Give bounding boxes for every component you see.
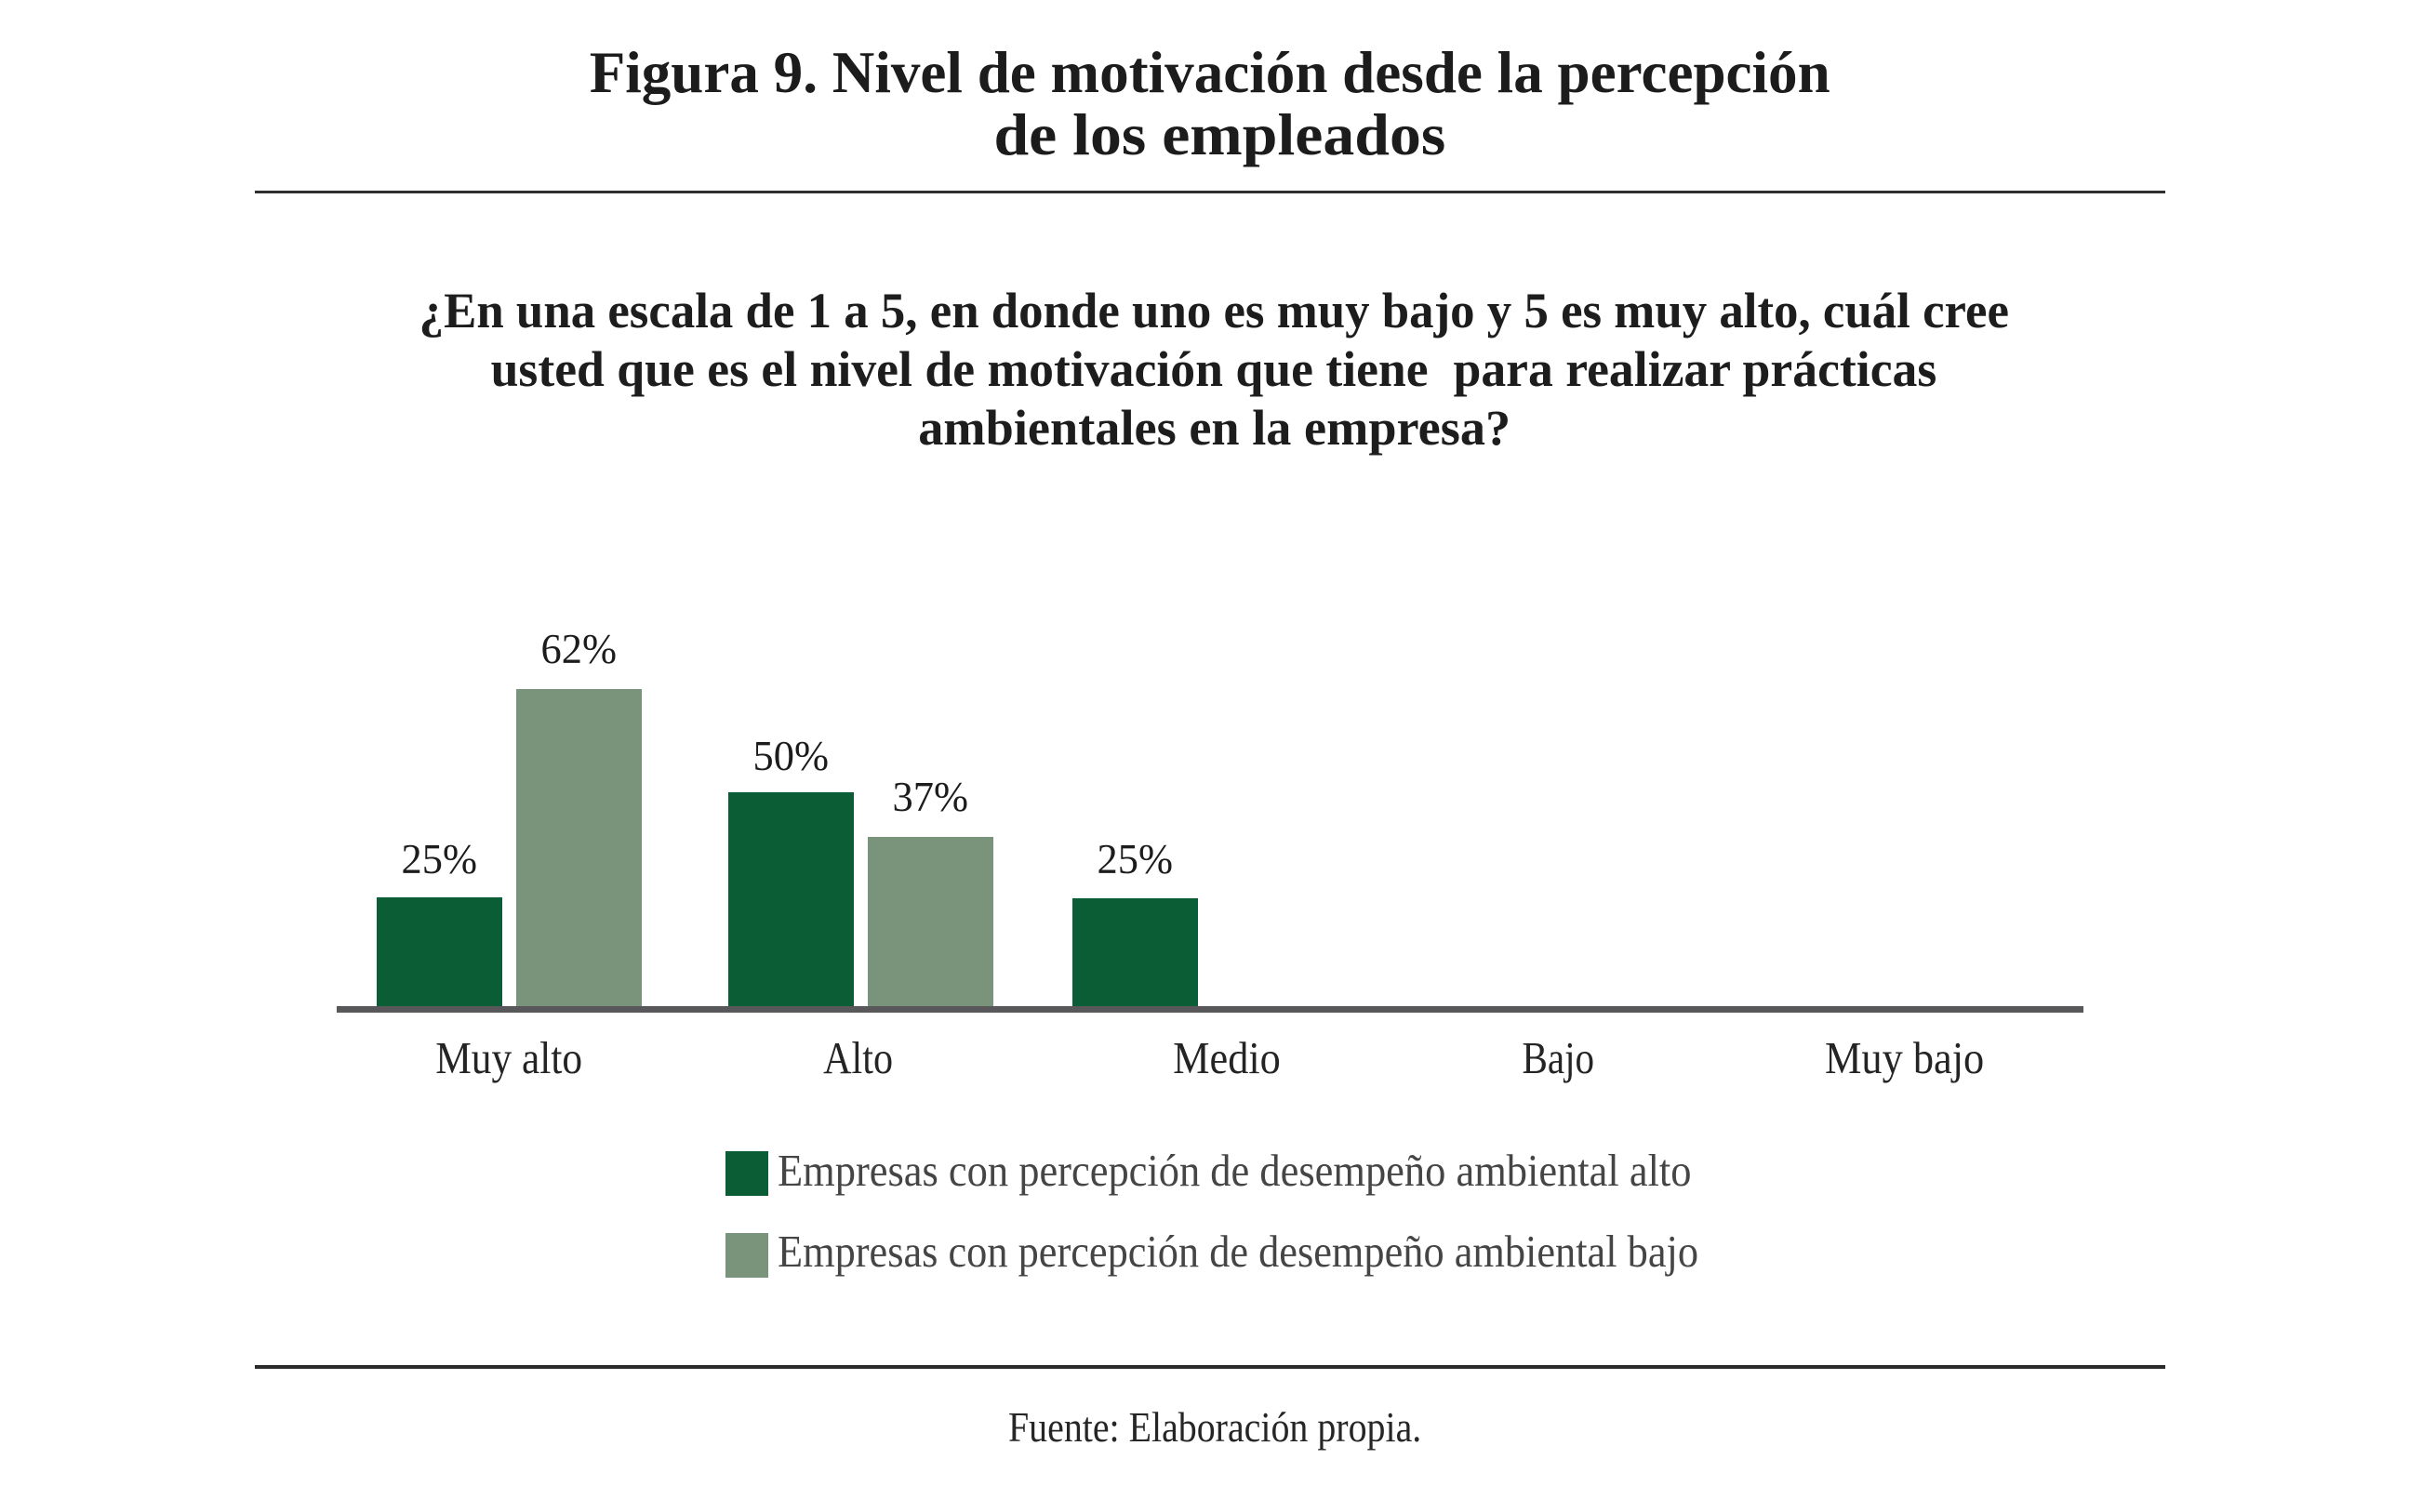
bar-value-label-text: 25% <box>1097 835 1174 882</box>
bar-value-label-muy-alto-s0: 25% <box>300 835 579 882</box>
chart-question-line-3: ambientales en la empresa? <box>4 399 2422 458</box>
top-divider <box>255 191 2165 193</box>
bar-medio-s0 <box>1072 898 1198 1006</box>
bar-alto-s1 <box>868 837 993 1006</box>
x-axis-label-alto: Alto <box>626 1035 1091 1081</box>
legend-label-alto-text: Empresas con percepción de desempeño amb… <box>778 1144 1692 1196</box>
figure-title-line-1-text: Figura 9. Nivel de motivación desde la p… <box>589 39 1830 105</box>
bar-value-label-medio-s0: 25% <box>996 835 1275 882</box>
bar-muy-alto-s1 <box>516 689 642 1006</box>
chart-question-line-3-text: ambientales en la empresa? <box>918 400 1511 457</box>
bar-value-label-text: 37% <box>892 774 969 821</box>
figure-title-line-2: de los empleados <box>8 100 2422 167</box>
x-axis-label-text: Muy alto <box>435 1031 583 1083</box>
chart-question-line-2: usted que es el nivel de motivación que … <box>3 340 2422 399</box>
chart-question-line-2-text: usted que es el nivel de motivación que … <box>490 341 1937 398</box>
legend-label-bajo: Empresas con percepción de desempeño amb… <box>778 1228 1795 1274</box>
legend-label-bajo-text: Empresas con percepción de desempeño amb… <box>778 1226 1698 1278</box>
bottom-divider <box>255 1365 2165 1369</box>
legend-swatch-alto <box>725 1151 768 1196</box>
bar-alto-s0 <box>728 792 854 1006</box>
chart-question-line-1: ¿En una escala de 1 a 5, en donde uno es… <box>3 282 2422 340</box>
x-axis-label-bajo: Bajo <box>1325 1035 1790 1081</box>
legend-label-alto: Empresas con percepción de desempeño amb… <box>778 1147 1785 1193</box>
x-axis-label-text: Medio <box>1173 1031 1281 1083</box>
source-note: Fuente: Elaboración propia. <box>4 1402 2422 1451</box>
x-axis-label-text: Alto <box>823 1031 894 1083</box>
bar-value-label-alto-s1: 37% <box>792 776 1071 818</box>
x-axis-label-muy-alto: Muy alto <box>277 1035 742 1081</box>
x-axis-label-text: Muy bajo <box>1824 1031 1984 1083</box>
bar-value-label-alto-s0: 50% <box>652 732 931 779</box>
bar-value-label-text: 25% <box>401 835 478 882</box>
x-axis-label-medio: Medio <box>994 1035 1459 1081</box>
figure-title: Figura 9. Nivel de motivación desde la p… <box>0 39 2422 167</box>
x-axis-label-muy-bajo: Muy bajo <box>1671 1035 2136 1081</box>
legend-swatch-bajo <box>725 1233 768 1278</box>
bar-muy-alto-s0 <box>377 897 502 1006</box>
x-axis-label-text: Bajo <box>1522 1031 1594 1083</box>
bar-value-label-text: 62% <box>540 625 618 672</box>
figure-title-line-1: Figura 9. Nivel de motivación desde la p… <box>0 39 2420 105</box>
x-axis-line <box>337 1006 2083 1013</box>
source-note-text: Fuente: Elaboración propia. <box>1007 1402 1422 1451</box>
chart-question-line-1-text: ¿En una escala de 1 a 5, en donde uno es… <box>419 283 2009 338</box>
bar-value-label-text: 50% <box>752 732 830 779</box>
chart-question: ¿En una escala de 1 a 5, en donde uno es… <box>0 282 2422 458</box>
figure-title-line-2-text: de los empleados <box>993 100 1446 167</box>
bar-value-label-muy-alto-s1: 62% <box>440 625 719 672</box>
